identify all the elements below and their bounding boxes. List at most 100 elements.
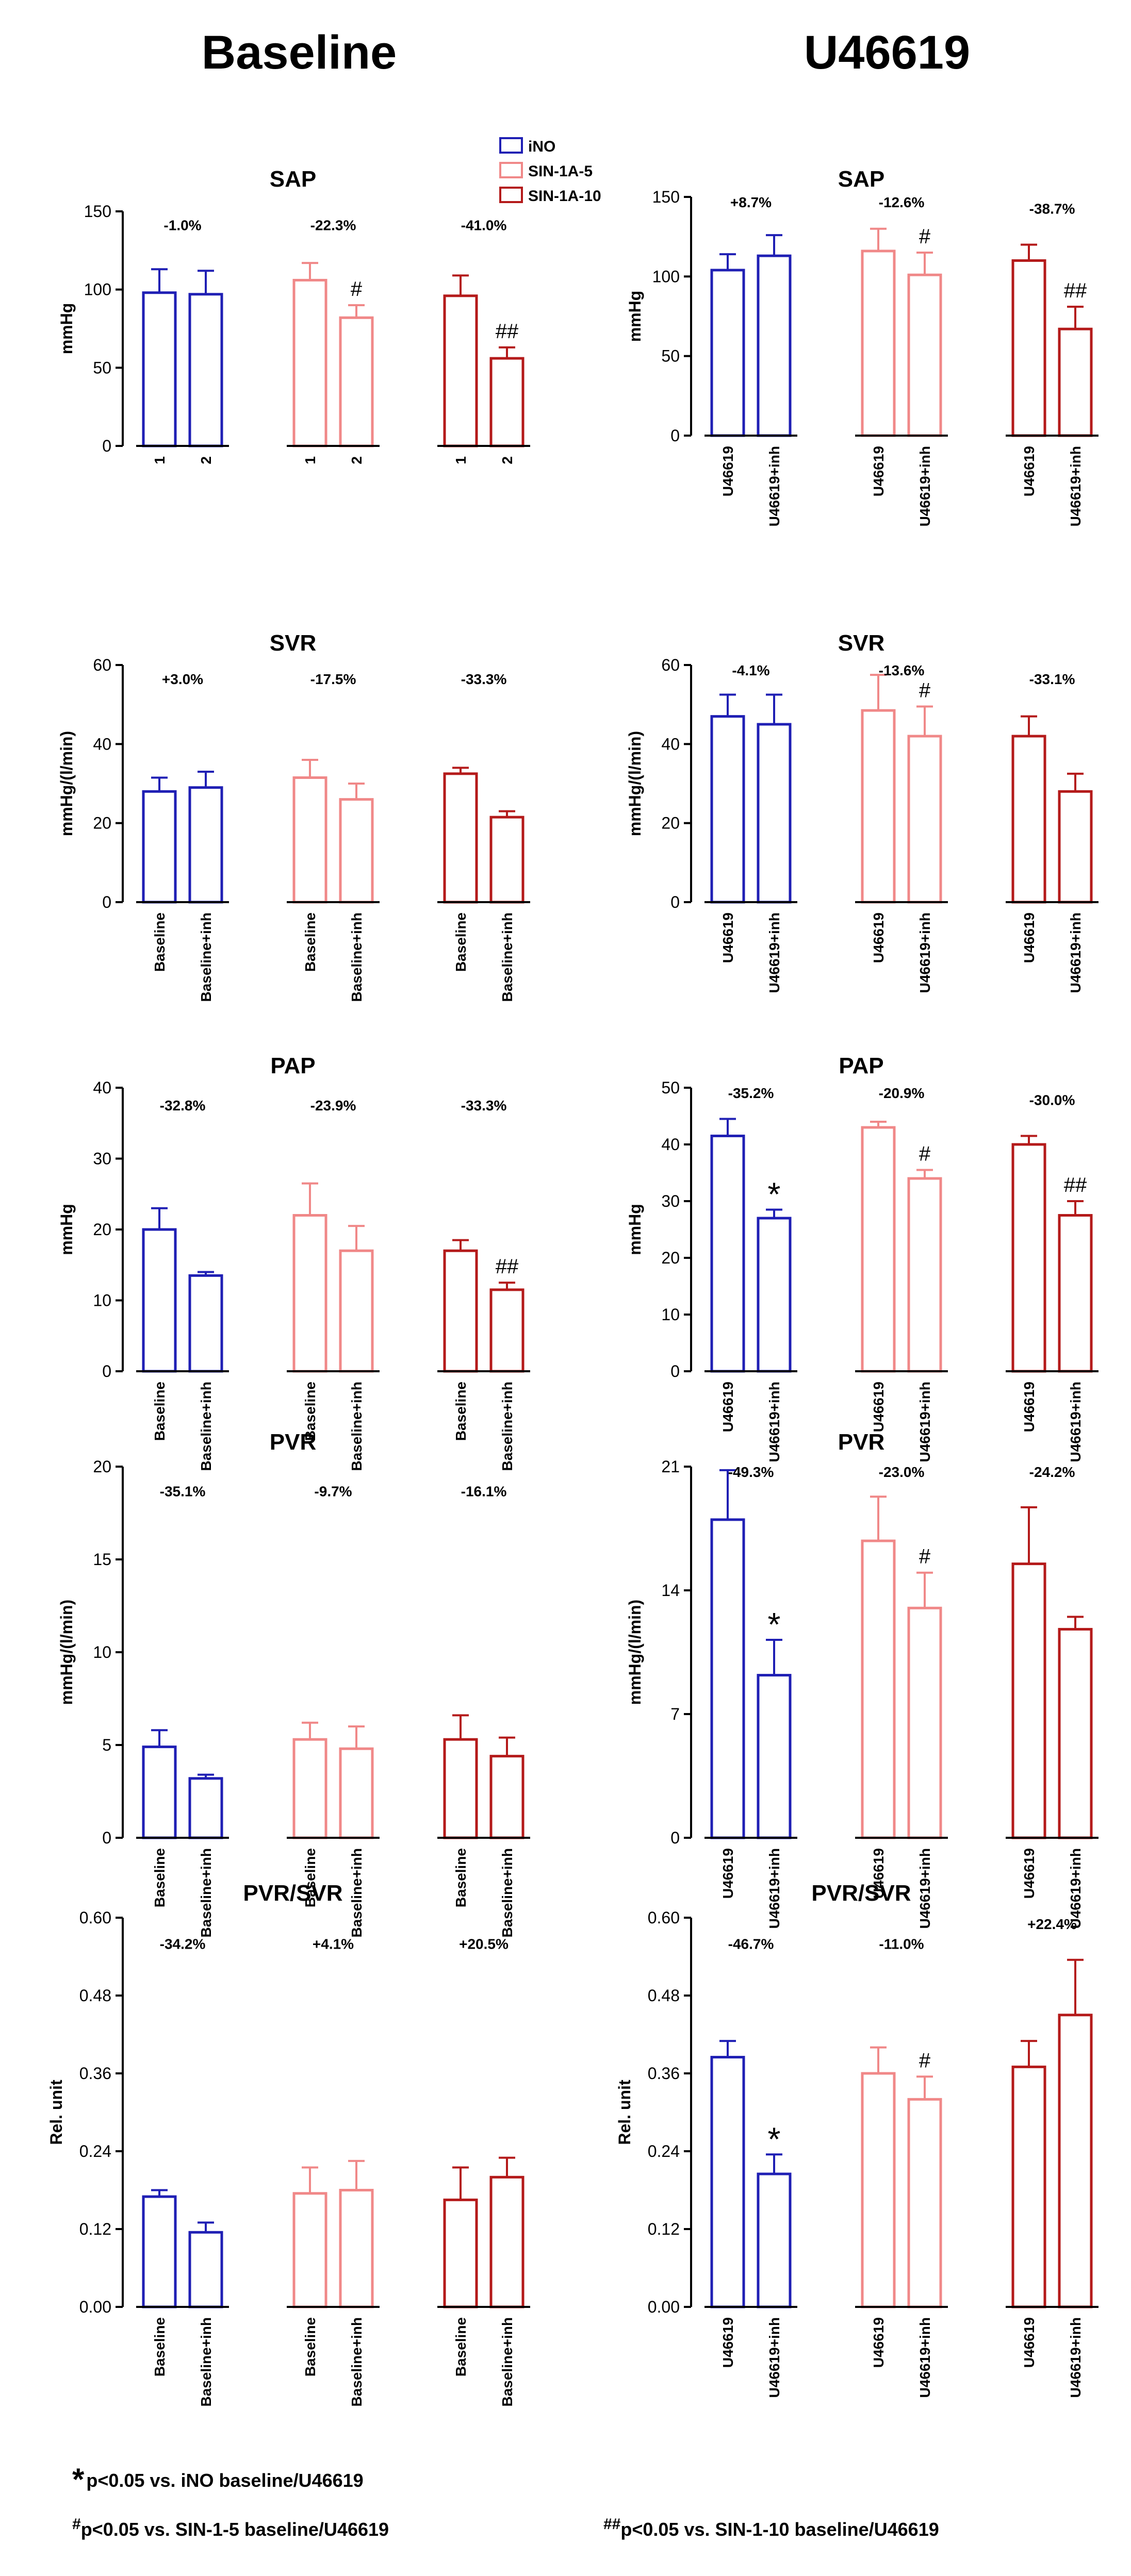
bar bbox=[292, 1738, 327, 1839]
significance-mark: ## bbox=[1064, 279, 1087, 302]
y-tick-label: 10 bbox=[93, 1643, 111, 1661]
x-tick-label: Baseline bbox=[152, 1848, 168, 1907]
bar bbox=[489, 1288, 524, 1373]
y-tick-label: 0 bbox=[102, 1829, 111, 1847]
x-tick-label: Baseline+inh bbox=[349, 912, 365, 1002]
y-tick-label: 30 bbox=[93, 1150, 111, 1168]
x-tick-label: U46619+inh bbox=[766, 1848, 782, 1929]
significance-mark: # bbox=[919, 1545, 931, 1568]
y-axis-label: mmHg/(l/min) bbox=[626, 731, 644, 836]
y-tick-label: 0 bbox=[102, 893, 111, 911]
bar bbox=[757, 1674, 792, 1839]
chart-title: SAP bbox=[838, 167, 884, 192]
y-tick-label: 15 bbox=[93, 1550, 111, 1569]
x-tick-label: U46619+inh bbox=[766, 2317, 782, 2398]
y-tick-label: 0 bbox=[670, 1362, 680, 1381]
y-axis-label: mmHg/(l/min) bbox=[57, 731, 76, 836]
x-tick-label: 1 bbox=[152, 456, 168, 464]
bar bbox=[489, 357, 524, 447]
y-tick-label: 60 bbox=[661, 656, 680, 674]
x-tick-label: Baseline bbox=[152, 1382, 168, 1441]
chart-sap-baseline: SAP 0 50 100 150 mmHg 1 2 -1.0% 1 #2 -22.3% 1 ## 2 -41.… bbox=[57, 167, 530, 464]
y-tick-label: 0.00 bbox=[648, 2298, 680, 2316]
bar bbox=[1058, 1627, 1093, 1839]
percent-change-label: -13.6% bbox=[879, 662, 925, 678]
x-tick-label: U46619 bbox=[1021, 446, 1037, 496]
chart-pap-baseline: PAP 0 10 20 30 40 mmHg Baseline Baseline+inh -32.… bbox=[57, 1053, 530, 1471]
x-tick-label: U46619+inh bbox=[917, 446, 933, 526]
x-tick-label: U46619 bbox=[1021, 1382, 1037, 1432]
y-axis-label: mmHg bbox=[626, 1204, 644, 1255]
y-tick-label: 40 bbox=[93, 735, 111, 753]
bar bbox=[142, 2195, 177, 2308]
y-tick-label: 0.36 bbox=[648, 2064, 680, 2083]
legend-swatch-0 bbox=[499, 137, 523, 154]
bar bbox=[142, 1228, 177, 1373]
x-tick-label: U46619 bbox=[871, 912, 887, 963]
percent-change-label: -17.5% bbox=[310, 671, 356, 687]
bar bbox=[710, 715, 745, 904]
y-tick-label: 0 bbox=[670, 426, 680, 445]
y-axis-label: mmHg bbox=[57, 303, 76, 355]
y-tick-label: 14 bbox=[661, 1581, 680, 1600]
x-tick-label: Baseline+inh bbox=[499, 2317, 515, 2407]
x-tick-label: U46619 bbox=[720, 2317, 736, 2368]
significance-mark: ## bbox=[496, 1255, 519, 1278]
bar bbox=[907, 735, 942, 904]
y-tick-label: 100 bbox=[84, 280, 111, 299]
x-tick-label: Baseline+inh bbox=[349, 1382, 365, 1471]
y-tick-label: 0.36 bbox=[79, 2064, 111, 2083]
y-tick-label: 150 bbox=[652, 188, 680, 206]
y-tick-label: 0 bbox=[102, 437, 111, 455]
x-tick-label: U46619+inh bbox=[1068, 912, 1084, 993]
x-tick-label: U46619+inh bbox=[1068, 446, 1084, 526]
chart-title: PVR bbox=[270, 1430, 316, 1455]
chart-sap-u46619: SAP 0 50 100 150 mmHg U46619 U46619+inh +8.7% U46… bbox=[626, 167, 1099, 526]
y-tick-label: 50 bbox=[93, 358, 111, 377]
chart-title: PAP bbox=[270, 1053, 315, 1078]
footnote-star-symbol: * bbox=[72, 2462, 85, 2497]
legend-swatch-2 bbox=[499, 187, 523, 203]
y-tick-label: 50 bbox=[661, 347, 680, 365]
significance-mark: # bbox=[919, 1143, 931, 1166]
chart-title: PVR bbox=[838, 1430, 884, 1455]
x-tick-label: U46619+inh bbox=[917, 1848, 933, 1929]
x-tick-label: Baseline bbox=[453, 2317, 469, 2376]
x-tick-label: U46619+inh bbox=[766, 446, 782, 526]
x-tick-label: 2 bbox=[499, 456, 515, 464]
x-tick-label: Baseline bbox=[453, 1382, 469, 1441]
x-tick-label: U46619 bbox=[720, 446, 736, 496]
bar bbox=[710, 1135, 745, 1373]
y-tick-label: 20 bbox=[93, 1220, 111, 1239]
x-tick-label: U46619+inh bbox=[766, 1382, 782, 1462]
significance-mark: ## bbox=[496, 320, 519, 343]
column-title-u46619: U46619 bbox=[804, 26, 971, 79]
bar bbox=[443, 772, 478, 904]
percent-change-label: -20.9% bbox=[879, 1085, 925, 1101]
bar bbox=[757, 254, 792, 437]
bar bbox=[339, 316, 374, 447]
percent-change-label: -49.3% bbox=[728, 1464, 774, 1480]
x-tick-label: 1 bbox=[453, 456, 469, 464]
percent-change-label: -23.0% bbox=[879, 1464, 925, 1480]
bar bbox=[292, 776, 327, 904]
bar bbox=[861, 2072, 896, 2308]
bar bbox=[339, 1249, 374, 1373]
significance-mark: * bbox=[768, 1176, 781, 1213]
x-tick-label: U46619+inh bbox=[1068, 2317, 1084, 2398]
x-tick-label: Baseline+inh bbox=[198, 1848, 214, 1938]
bar bbox=[1058, 1214, 1093, 1373]
bar bbox=[710, 2056, 745, 2308]
percent-change-label: +3.0% bbox=[162, 671, 203, 687]
significance-mark: # bbox=[919, 225, 931, 248]
y-tick-label: 0.48 bbox=[79, 1986, 111, 2005]
significance-mark: * bbox=[768, 2120, 781, 2157]
bar bbox=[142, 790, 177, 904]
percent-change-label: -33.1% bbox=[1029, 671, 1075, 687]
x-tick-label: Baseline bbox=[302, 912, 318, 972]
chart-title: PVR/SVR bbox=[243, 1881, 342, 1906]
bar bbox=[861, 1126, 896, 1373]
bar bbox=[1058, 327, 1093, 437]
chart-title: PVR/SVR bbox=[811, 1881, 911, 1906]
